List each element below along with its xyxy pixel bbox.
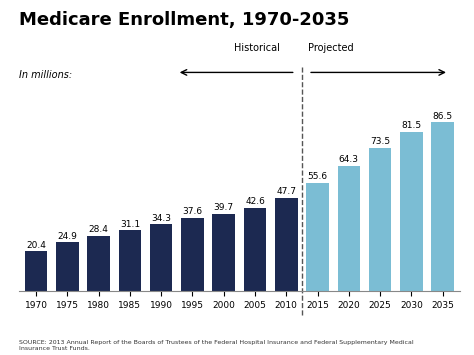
Text: 81.5: 81.5 (401, 121, 421, 130)
Text: 20.4: 20.4 (26, 241, 46, 250)
Text: SOURCE: 2013 Annual Report of the Boards of Trustees of the Federal Hospital Ins: SOURCE: 2013 Annual Report of the Boards… (19, 340, 414, 351)
Bar (369, 148, 392, 291)
Bar (56, 242, 79, 291)
Bar (306, 182, 329, 291)
Bar (181, 218, 204, 291)
Text: 34.3: 34.3 (151, 214, 171, 223)
Text: 24.9: 24.9 (57, 232, 77, 241)
Text: Medicare Enrollment, 1970-2035: Medicare Enrollment, 1970-2035 (19, 11, 349, 29)
Text: 37.6: 37.6 (182, 207, 202, 216)
Text: Projected: Projected (308, 43, 354, 53)
Bar (87, 236, 110, 291)
Bar (25, 251, 47, 291)
Bar (400, 132, 423, 291)
Text: 86.5: 86.5 (432, 111, 453, 121)
Bar (150, 224, 173, 291)
Text: 64.3: 64.3 (339, 155, 359, 164)
Text: 55.6: 55.6 (308, 172, 328, 181)
Text: Historical: Historical (234, 43, 280, 53)
Text: 31.1: 31.1 (120, 220, 140, 229)
Text: In millions:: In millions: (19, 70, 72, 80)
Bar (431, 122, 454, 291)
Text: 42.6: 42.6 (245, 197, 265, 206)
Text: 28.4: 28.4 (89, 225, 109, 234)
Bar (212, 214, 235, 291)
Text: 73.5: 73.5 (370, 137, 390, 146)
Bar (275, 198, 298, 291)
Text: 47.7: 47.7 (276, 187, 296, 196)
Text: 39.7: 39.7 (214, 203, 234, 212)
Bar (118, 230, 141, 291)
Bar (244, 208, 266, 291)
Bar (337, 165, 360, 291)
